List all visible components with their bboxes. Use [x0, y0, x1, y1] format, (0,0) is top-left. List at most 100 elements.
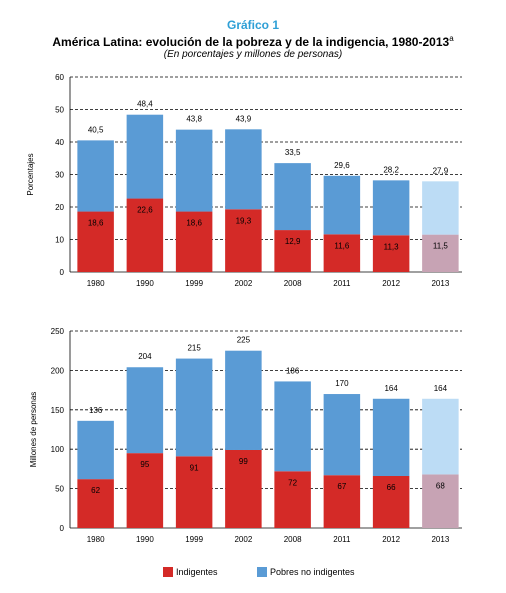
- pct-data-label-indigentes: 11,5: [433, 242, 449, 251]
- mill-data-label-total: 204: [138, 352, 152, 361]
- pct-x-tick-label: 2002: [234, 279, 252, 288]
- pct-data-label-indigentes: 11,3: [384, 242, 400, 251]
- mill-data-label-total: 225: [237, 336, 251, 345]
- pct-y-tick-label: 60: [55, 73, 64, 82]
- title-footnote-marker: a: [449, 34, 454, 43]
- pct-y-tick-label: 50: [55, 106, 64, 115]
- mill-y-tick-label: 50: [55, 485, 64, 494]
- pct-data-label-indigentes: 18,6: [186, 219, 202, 228]
- mill-bar-indigentes: [274, 471, 311, 528]
- chart-label: Gráfico 1: [226, 18, 280, 32]
- mill-bar-indigentes: [225, 449, 262, 528]
- pct-bar-indigentes: [422, 234, 459, 272]
- chart-title-text: América Latina: evolución de la pobreza …: [52, 35, 450, 49]
- pct-x-tick-label: 2008: [284, 279, 302, 288]
- pct-y-tick-label: 30: [55, 171, 64, 180]
- mill-bar-indigentes: [126, 453, 164, 528]
- pct-bar-indigentes: [323, 234, 361, 272]
- pct-data-label-total: 48,4: [137, 100, 153, 109]
- mill-x-tick-label: 2011: [333, 535, 351, 544]
- pct-bar-pobres: [274, 163, 311, 231]
- pct-bar-pobres: [175, 129, 213, 212]
- mill-bar-indigentes: [323, 475, 361, 528]
- mill-bar-pobres: [323, 394, 361, 476]
- mill-bar-indigentes: [422, 474, 459, 528]
- mill-bar-pobres: [77, 420, 114, 480]
- pct-bar-indigentes: [225, 209, 262, 272]
- pct-bar-pobres: [422, 181, 459, 235]
- mill-data-label-indigentes: 95: [140, 460, 149, 469]
- pct-x-tick-label: 2011: [333, 279, 351, 288]
- pct-data-label-total: 27,9: [433, 166, 449, 175]
- pct-bar-pobres: [372, 180, 410, 236]
- pct-data-label-indigentes: 18,6: [88, 219, 104, 228]
- mill-x-tick-label: 1980: [87, 535, 105, 544]
- pct-bar-indigentes: [126, 198, 164, 272]
- pct-data-label-total: 29,6: [334, 161, 350, 170]
- legend-swatch-indigentes: [163, 567, 173, 577]
- mill-data-label-total: 136: [89, 406, 103, 415]
- mill-data-label-total: 215: [187, 344, 201, 353]
- pct-bar-indigentes: [175, 211, 213, 272]
- legend: Indigentes Pobres no indigentes: [0, 567, 506, 583]
- mill-data-label-indigentes: 62: [91, 486, 100, 495]
- legend-item-indigentes: Indigentes: [163, 567, 218, 577]
- pct-y-tick-label: 20: [55, 203, 64, 212]
- mill-bar-indigentes: [175, 456, 213, 528]
- pct-bar-pobres: [323, 175, 361, 235]
- mill-data-label-indigentes: 68: [436, 481, 445, 490]
- pct-y-tick-label: 0: [60, 268, 65, 277]
- mill-x-tick-label: 2008: [284, 535, 302, 544]
- mill-x-tick-label: 2012: [382, 535, 400, 544]
- mill-y-tick-label: 250: [51, 327, 65, 336]
- mill-data-label-indigentes: 72: [288, 478, 297, 487]
- pct-data-label-total: 43,9: [236, 114, 252, 123]
- pct-bar-indigentes: [274, 230, 311, 272]
- mill-bar-pobres: [126, 367, 164, 454]
- pct-data-label-total: 43,8: [186, 115, 202, 124]
- mill-data-label-total: 186: [286, 366, 300, 375]
- mill-bar-indigentes: [77, 479, 114, 528]
- mill-bar-pobres: [274, 381, 311, 472]
- mill-bar-indigentes: [372, 475, 410, 528]
- pct-data-label-total: 40,5: [88, 125, 104, 134]
- pct-y-tick-label: 10: [55, 236, 64, 245]
- mill-data-label-total: 164: [434, 384, 448, 393]
- pct-bar-pobres: [225, 129, 262, 210]
- mill-bar-pobres: [372, 398, 410, 476]
- mill-x-tick-label: 2013: [431, 535, 449, 544]
- pct-data-label-total: 33,5: [285, 148, 301, 157]
- mill-data-label-indigentes: 91: [190, 463, 199, 472]
- mill-data-label-total: 164: [384, 384, 398, 393]
- pct-bar-pobres: [126, 114, 164, 199]
- mill-bar-pobres: [225, 350, 262, 450]
- mill-data-label-total: 170: [335, 379, 349, 388]
- mill-data-label-indigentes: 99: [239, 457, 248, 466]
- mill-y-tick-label: 200: [51, 366, 65, 375]
- pct-bar-indigentes: [372, 235, 410, 272]
- pct-data-label-indigentes: 12,9: [285, 237, 301, 246]
- mill-y-tick-label: 0: [60, 524, 65, 533]
- pct-x-tick-label: 1999: [185, 279, 203, 288]
- legend-label-indigentes: Indigentes: [176, 567, 218, 577]
- pct-bar-indigentes: [77, 211, 114, 272]
- mill-y-tick-label: 100: [51, 445, 65, 454]
- mill-data-label-indigentes: 67: [337, 482, 346, 491]
- pct-x-tick-label: 2013: [431, 279, 449, 288]
- pct-bar-pobres: [77, 140, 114, 212]
- pct-data-label-total: 28,2: [383, 165, 399, 174]
- pct-data-label-indigentes: 11,6: [334, 241, 350, 250]
- pct-y-axis-label: Porcentajes: [26, 153, 35, 195]
- pct-x-tick-label: 2012: [382, 279, 400, 288]
- pct-y-tick-label: 40: [55, 138, 64, 147]
- pct-data-label-indigentes: 22,6: [137, 206, 153, 215]
- mill-bar-pobres: [422, 398, 459, 475]
- chart-title: América Latina: evolución de la pobreza …: [0, 34, 506, 49]
- mill-x-tick-label: 1990: [136, 535, 154, 544]
- legend-item-pobres: Pobres no indigentes: [257, 567, 355, 577]
- legend-label-pobres: Pobres no indigentes: [270, 567, 355, 577]
- pct-data-label-indigentes: 19,3: [236, 216, 252, 225]
- mill-x-tick-label: 2002: [234, 535, 252, 544]
- chart-subtitle: (En porcentajes y millones de personas): [163, 49, 343, 60]
